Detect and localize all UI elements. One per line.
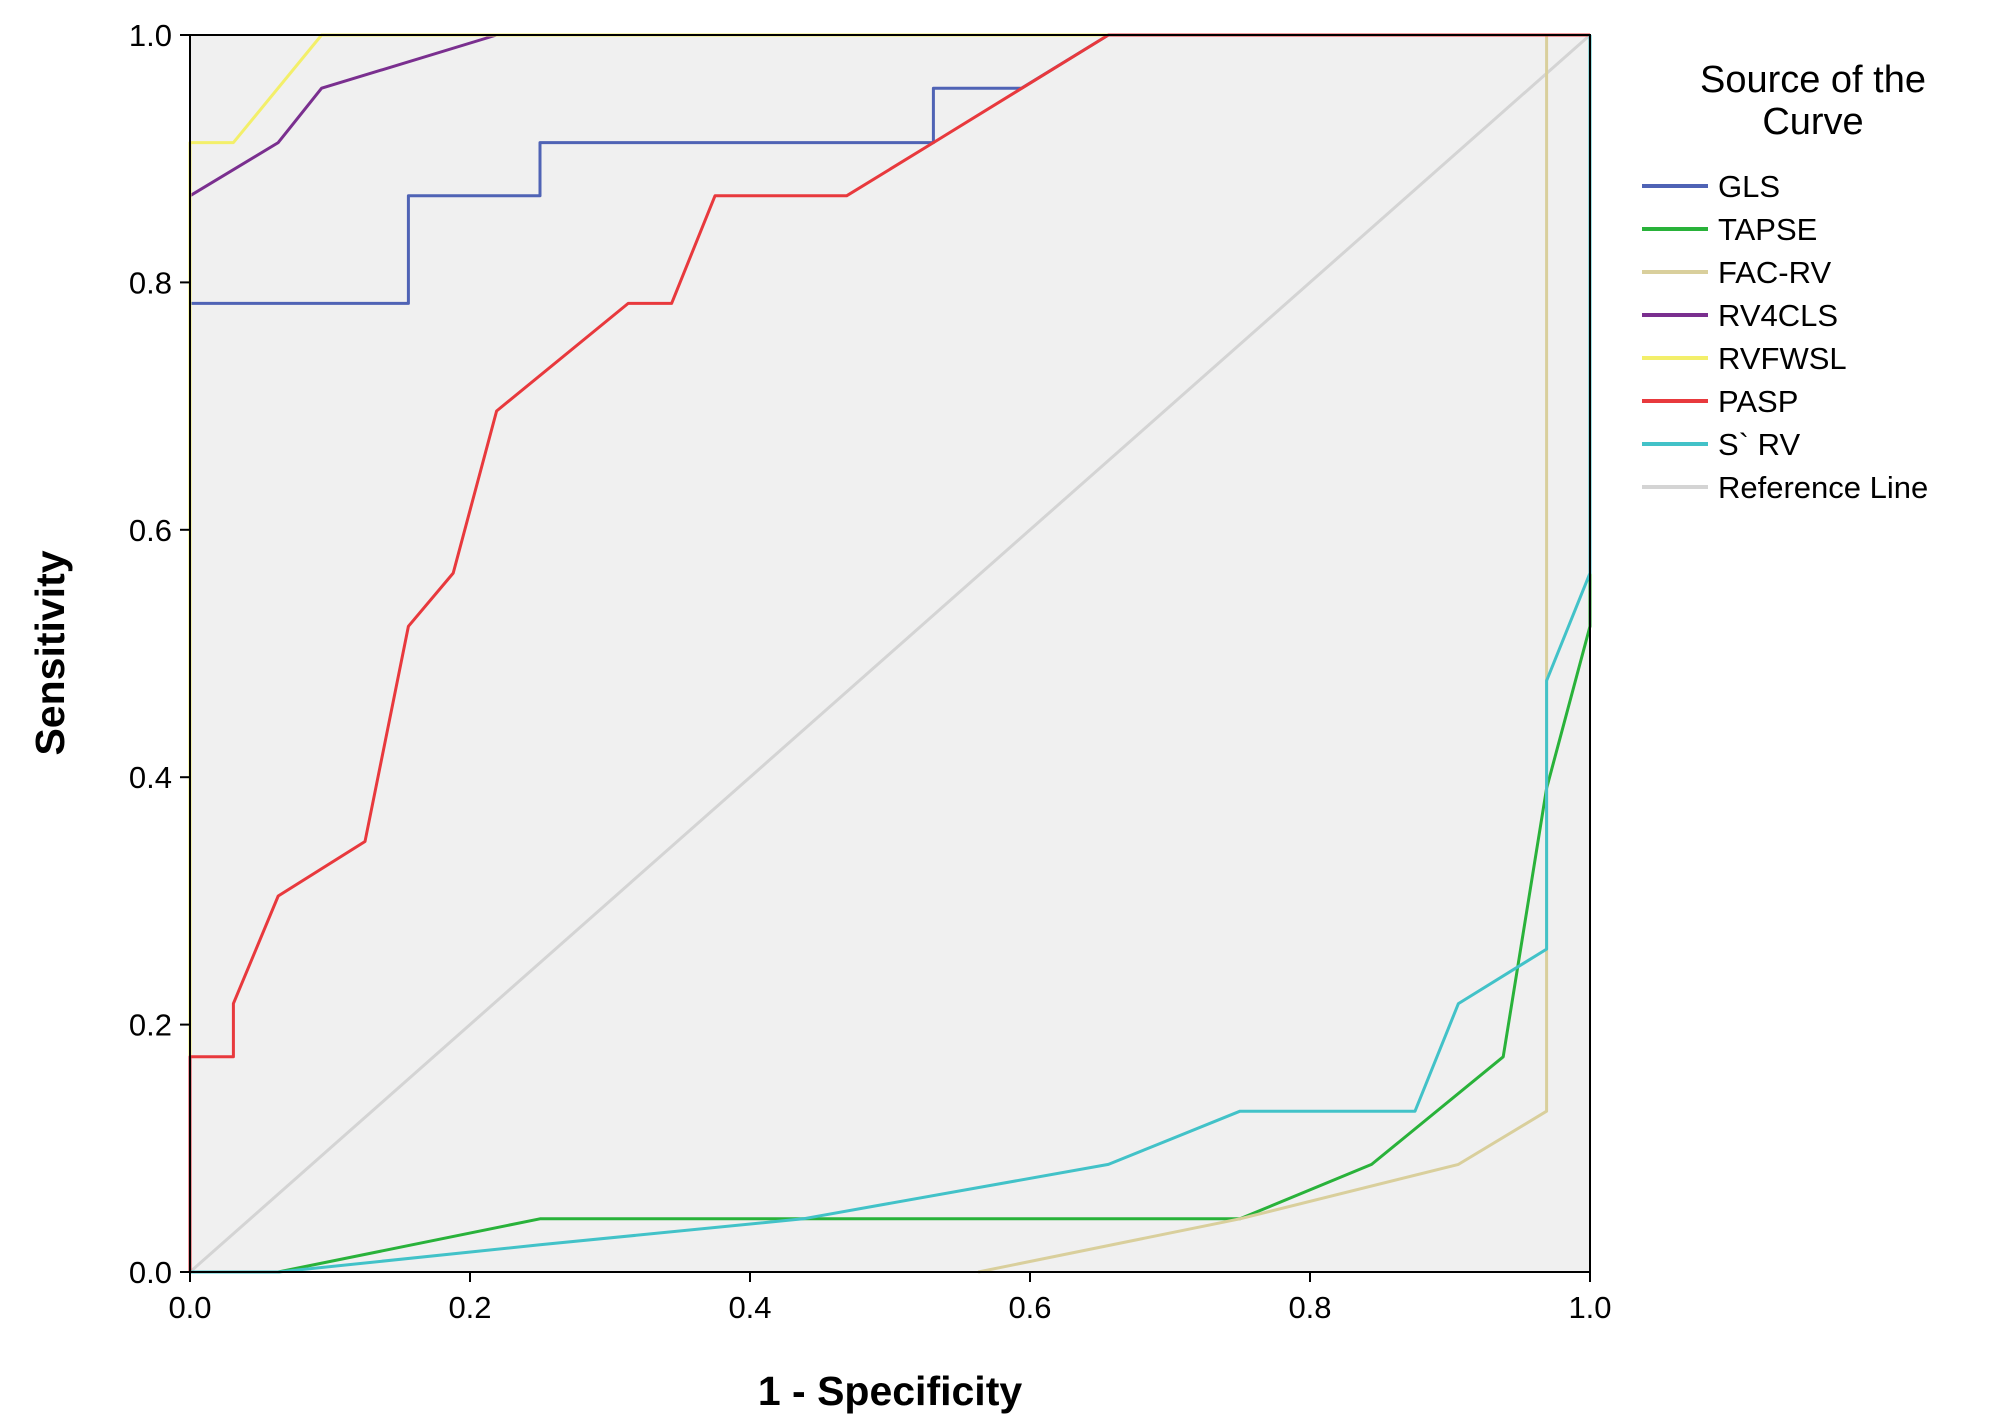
legend-title: Curve [1762,101,1863,143]
legend-label-pasp: PASP [1718,384,1798,419]
legend-label-rv4cls: RV4CLS [1718,298,1838,333]
y-tick-label: 0.2 [129,1008,172,1043]
y-tick-label: 1.0 [129,18,172,53]
legend-label-s-rv: S` RV [1718,427,1800,462]
y-axis-title: Sensitivity [27,550,73,755]
legend-label-gls: GLS [1718,169,1780,204]
x-tick-label: 0.4 [728,1290,771,1325]
series-line-reference-line [189,33,1591,1274]
series-line-tapse [190,35,1592,1274]
plot-frame [189,34,1591,1273]
x-tick-label: 1.0 [1568,1290,1611,1325]
legend-title: Source of the [1700,59,1926,101]
y-tick-label: 0.0 [129,1255,172,1290]
legend-label-reference-line: Reference Line [1718,470,1928,505]
legend-label-tapse: TAPSE [1718,212,1817,247]
x-tick-label: 0.6 [1008,1290,1051,1325]
legend-label-rvfwsl: RVFWSL [1718,341,1847,376]
y-tick-label: 0.6 [129,513,172,548]
x-tick-label: 0.8 [1288,1290,1331,1325]
y-tick-label: 0.4 [129,760,172,795]
legend-label-fac-rv: FAC-RV [1718,255,1831,290]
y-tick-label: 0.8 [129,265,172,300]
series-line-pasp [188,33,1590,1272]
x-tick-label: 0.2 [448,1290,491,1325]
series-line-s-rv [190,35,1592,1274]
ticks-layer: 0.0 0.2 0.4 0.6 0.8 1.0 0.0 0.2 0.4 0.6 0.8 1.0 [129,18,1612,1325]
x-axis-title: 1 - Specificity [758,1368,1023,1414]
x-tick-label: 0.0 [168,1290,211,1325]
